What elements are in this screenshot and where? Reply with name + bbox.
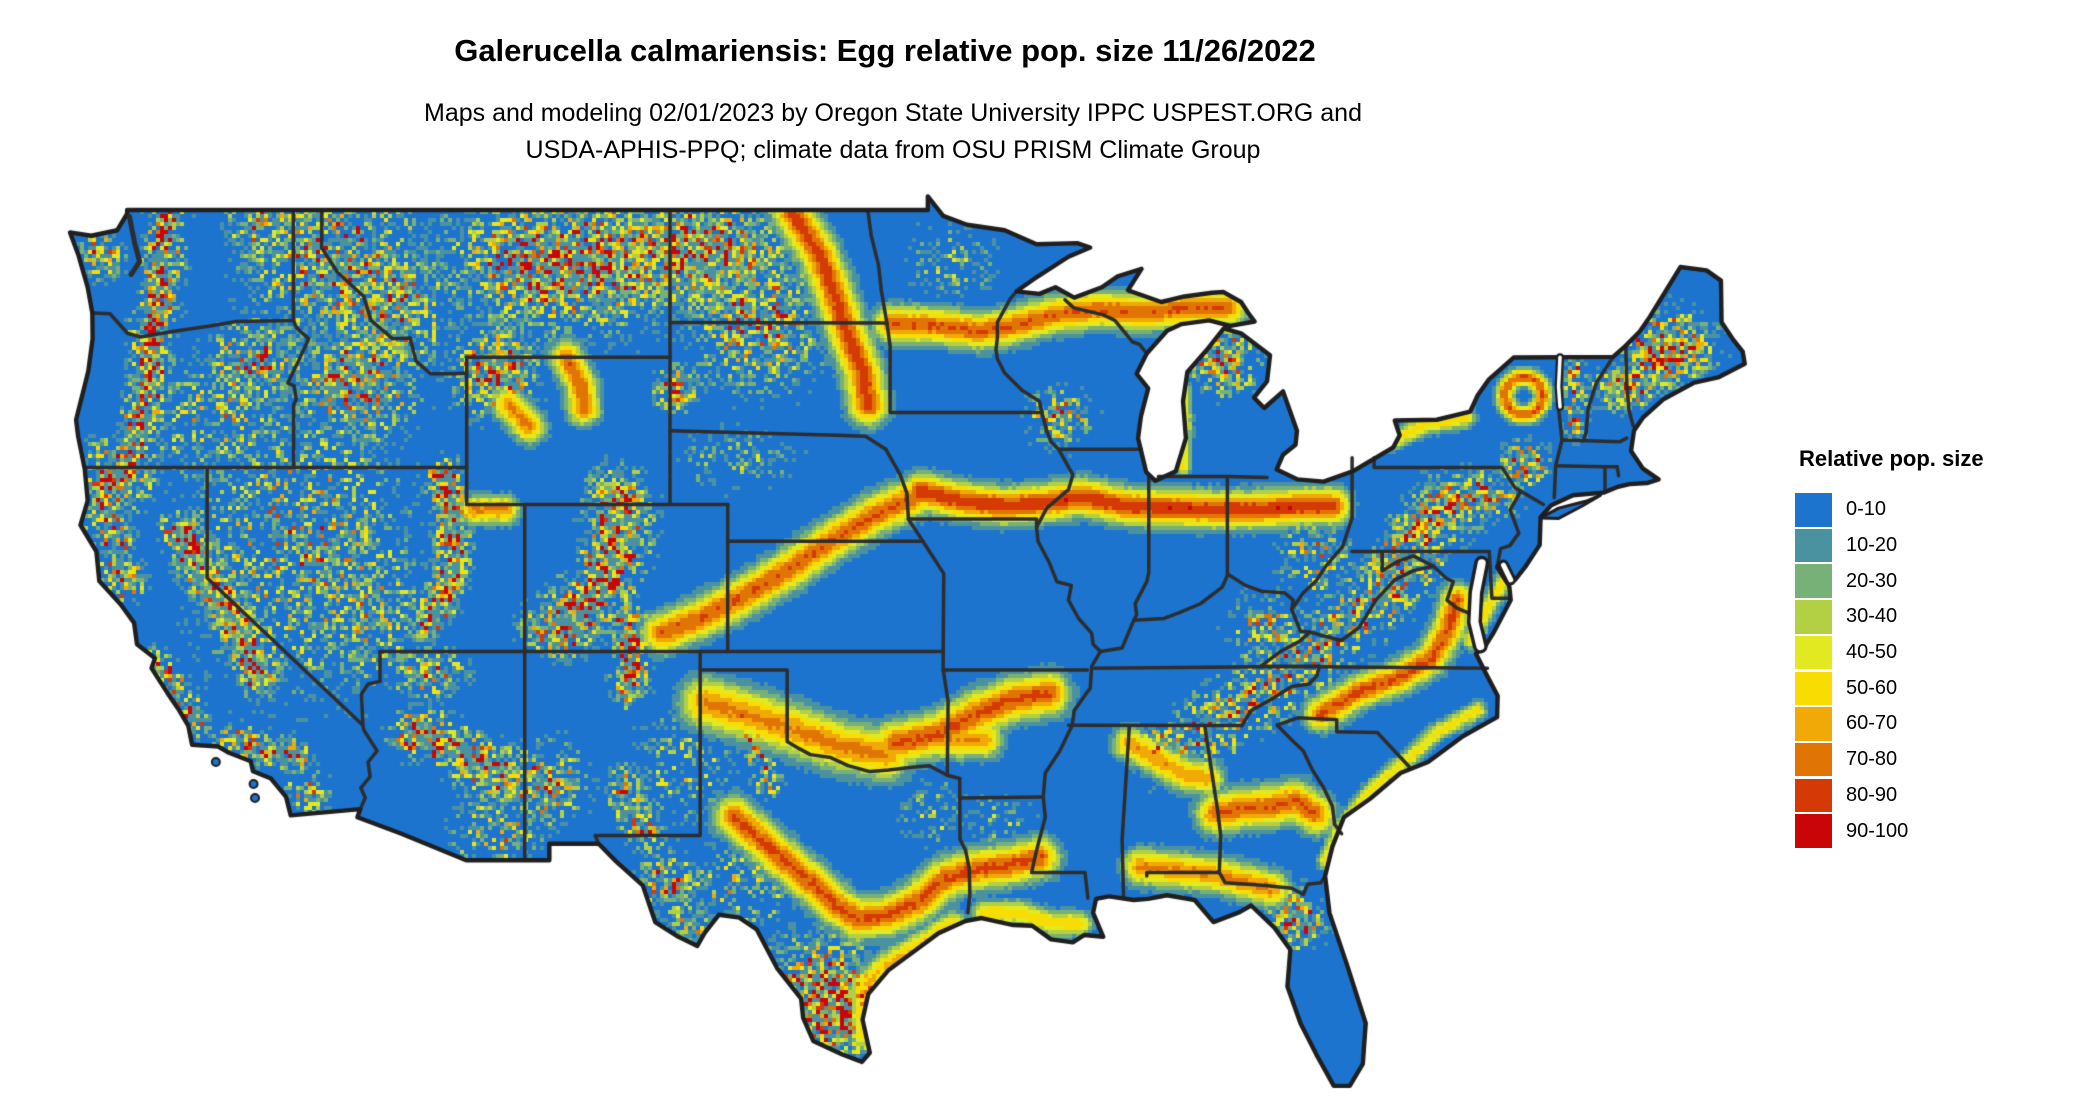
legend-label: 30-40 (1846, 605, 1898, 628)
legend-label: 20-30 (1846, 569, 1898, 592)
legend-swatch (1795, 600, 1832, 634)
legend-item: 80-90 (1795, 778, 2095, 814)
legend-swatch (1795, 742, 1832, 777)
legend-item: 50-60 (1795, 670, 2095, 706)
legend-item: 10-20 (1795, 528, 2095, 564)
legend-label: 50-60 (1846, 676, 1898, 699)
legend-swatch (1795, 671, 1832, 706)
legend-title: Relative pop. size (1799, 446, 1984, 471)
legend-item: 40-50 (1795, 635, 2095, 671)
legend-swatch (1795, 635, 1832, 670)
legend-label: 10-20 (1846, 534, 1898, 557)
legend: Relative pop. size 0-10 10-20 20-30 30-40 40… (1795, 446, 2095, 849)
legend-label: 40-50 (1846, 641, 1898, 664)
legend-swatch (1795, 528, 1832, 563)
legend-item: 70-80 (1795, 742, 2095, 778)
legend-item: 30-40 (1795, 599, 2095, 635)
legend-swatch (1795, 493, 1832, 527)
map-title: Galerucella calmariensis: Egg relative p… (454, 33, 1316, 68)
legend-item: 60-70 (1795, 706, 2095, 742)
legend-item: 0-10 (1795, 492, 2095, 528)
legend-swatch (1795, 707, 1832, 741)
legend-items: 0-10 10-20 20-30 30-40 40-50 50-60 60-70 70-80 8… (1795, 492, 2095, 849)
map-subtitle-line2: USDA-APHIS-PPQ; climate data from OSU PR… (525, 136, 1261, 164)
legend-swatch (1795, 564, 1832, 598)
legend-label: 60-70 (1846, 712, 1898, 735)
map-subtitle-line1: Maps and modeling 02/01/2023 by Oregon S… (424, 99, 1362, 127)
map-subtitle: Maps and modeling 02/01/2023 by Oregon S… (0, 95, 1786, 169)
legend-item: 90-100 (1795, 813, 2095, 849)
legend-swatch (1795, 778, 1832, 813)
legend-label: 0-10 (1846, 498, 1887, 521)
legend-label: 70-80 (1846, 748, 1898, 771)
legend-swatch (1795, 814, 1832, 848)
legend-label: 90-100 (1846, 819, 1909, 842)
legend-label: 80-90 (1846, 783, 1898, 806)
legend-item: 20-30 (1795, 563, 2095, 599)
